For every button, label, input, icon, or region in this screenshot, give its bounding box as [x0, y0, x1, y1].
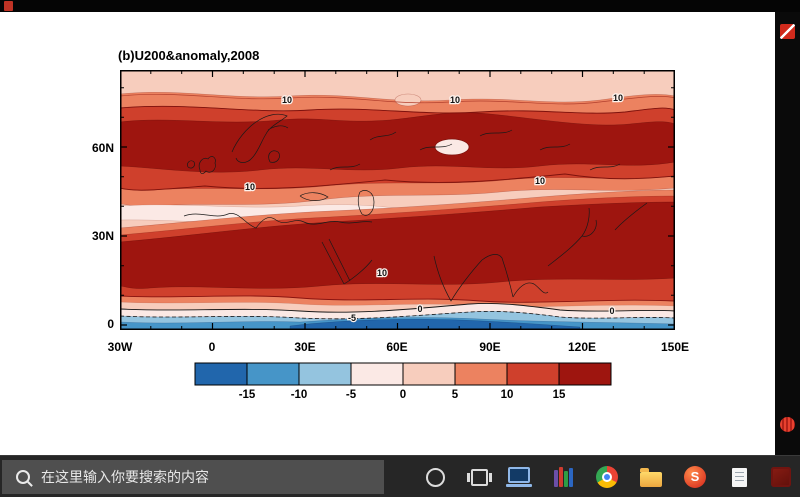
plot-frame [120, 70, 675, 330]
red-app-icon-bottom[interactable] [780, 417, 795, 432]
taskbar: 在这里输入你要搜索的内容 S [0, 455, 800, 497]
red-app-icon-top[interactable] [780, 24, 795, 39]
colorbar-tick-label: 0 [399, 389, 407, 401]
coastline-mediterranean-mideast [183, 190, 375, 285]
contour-label: 10 [245, 182, 255, 192]
colorbar-cell [350, 362, 404, 386]
band-deepblue-pocket [289, 319, 581, 331]
colorbar-cell [558, 362, 612, 386]
contour-label: 0 [417, 304, 422, 314]
plot-title: (b)U200&anomaly,2008 [118, 48, 260, 63]
colorbar-cell [194, 362, 248, 386]
x-tick-label: 150E [660, 340, 690, 354]
contour-label: 10 [535, 176, 545, 186]
minor-ticks [120, 70, 675, 330]
colorbar-tick-label: -10 [290, 389, 308, 401]
contour-label: 10 [377, 268, 387, 278]
colorbar-cell [298, 362, 352, 386]
taskbar-search-box[interactable]: 在这里输入你要搜索的内容 [2, 460, 384, 494]
y-tick-label: 0 [107, 317, 114, 331]
laptop-app-icon [506, 467, 532, 487]
cortana-icon [425, 467, 445, 487]
colorbar-cell [506, 362, 560, 386]
colorbar-cell [246, 362, 300, 386]
coastline-south-east-asia [433, 202, 648, 302]
chrome-button[interactable] [592, 464, 622, 490]
coastlines [183, 113, 648, 302]
pale-patch-top [394, 93, 422, 107]
search-icon [16, 470, 30, 484]
colorbar [194, 362, 612, 391]
laptop-app-button[interactable] [504, 464, 534, 490]
red-app-icon-topbar[interactable] [4, 1, 13, 11]
rivers-and-lakes [329, 129, 621, 171]
cortana-button[interactable] [420, 464, 450, 490]
contour-label: 0 [609, 306, 614, 316]
x-tick-label: 30W [107, 340, 133, 354]
contour-label: 10 [282, 95, 292, 105]
colorbar-tick-label: -5 [345, 389, 357, 401]
file-explorer-button[interactable] [636, 464, 666, 490]
contour-label: 10 [613, 93, 623, 103]
colorbar-tick-label: 10 [500, 389, 514, 401]
contour-line-10-upper [119, 105, 676, 114]
document-icon [731, 467, 747, 487]
document-app-button[interactable] [724, 464, 754, 490]
right-dock-strip [775, 12, 800, 455]
task-view-button[interactable] [464, 464, 494, 490]
contour-map-svg: 10 10 10 10 10 10 0 0 -5 [119, 70, 676, 331]
y-tick-label: 60N [91, 141, 114, 155]
colorbar-tick-label: 15 [552, 389, 566, 401]
sogou-icon: S [684, 466, 706, 488]
contour-label: -5 [348, 313, 356, 323]
chrome-icon [596, 466, 618, 488]
coastline-europe [187, 113, 289, 174]
top-black-bar [0, 0, 800, 12]
x-tick-label: 60E [386, 340, 408, 354]
band-darkred-upper [119, 112, 676, 173]
x-tick-label: 30E [294, 340, 316, 354]
y-tick-label: 30N [91, 229, 114, 243]
x-tick-label: 90E [479, 340, 501, 354]
remote-app-icon [771, 467, 791, 487]
x-tick-label: 0 [208, 340, 216, 354]
contour-line-neg5 [119, 310, 676, 320]
colorbar-cell [454, 362, 508, 386]
colorbar-tick-label: 5 [451, 389, 459, 401]
contour-line-0 [119, 303, 676, 313]
contour-line-10-lower [119, 295, 676, 303]
task-view-icon [466, 468, 492, 486]
colorbar-tick-label: -15 [238, 389, 256, 401]
contour-line-10-mid [119, 173, 676, 191]
search-placeholder: 在这里输入你要搜索的内容 [41, 469, 209, 485]
contour-map: 10 10 10 10 10 10 0 0 -5 [119, 70, 676, 331]
colorbar-cell [402, 362, 456, 386]
remote-app-button[interactable] [766, 464, 796, 490]
contour-label: 10 [450, 95, 460, 105]
winrar-icon [553, 467, 573, 487]
major-ticks [120, 70, 675, 330]
folder-icon [640, 467, 662, 487]
sogou-button[interactable]: S [680, 464, 710, 490]
winrar-button[interactable] [548, 464, 578, 490]
x-tick-label: 120E [567, 340, 597, 354]
contour-line-10-top [119, 93, 676, 105]
